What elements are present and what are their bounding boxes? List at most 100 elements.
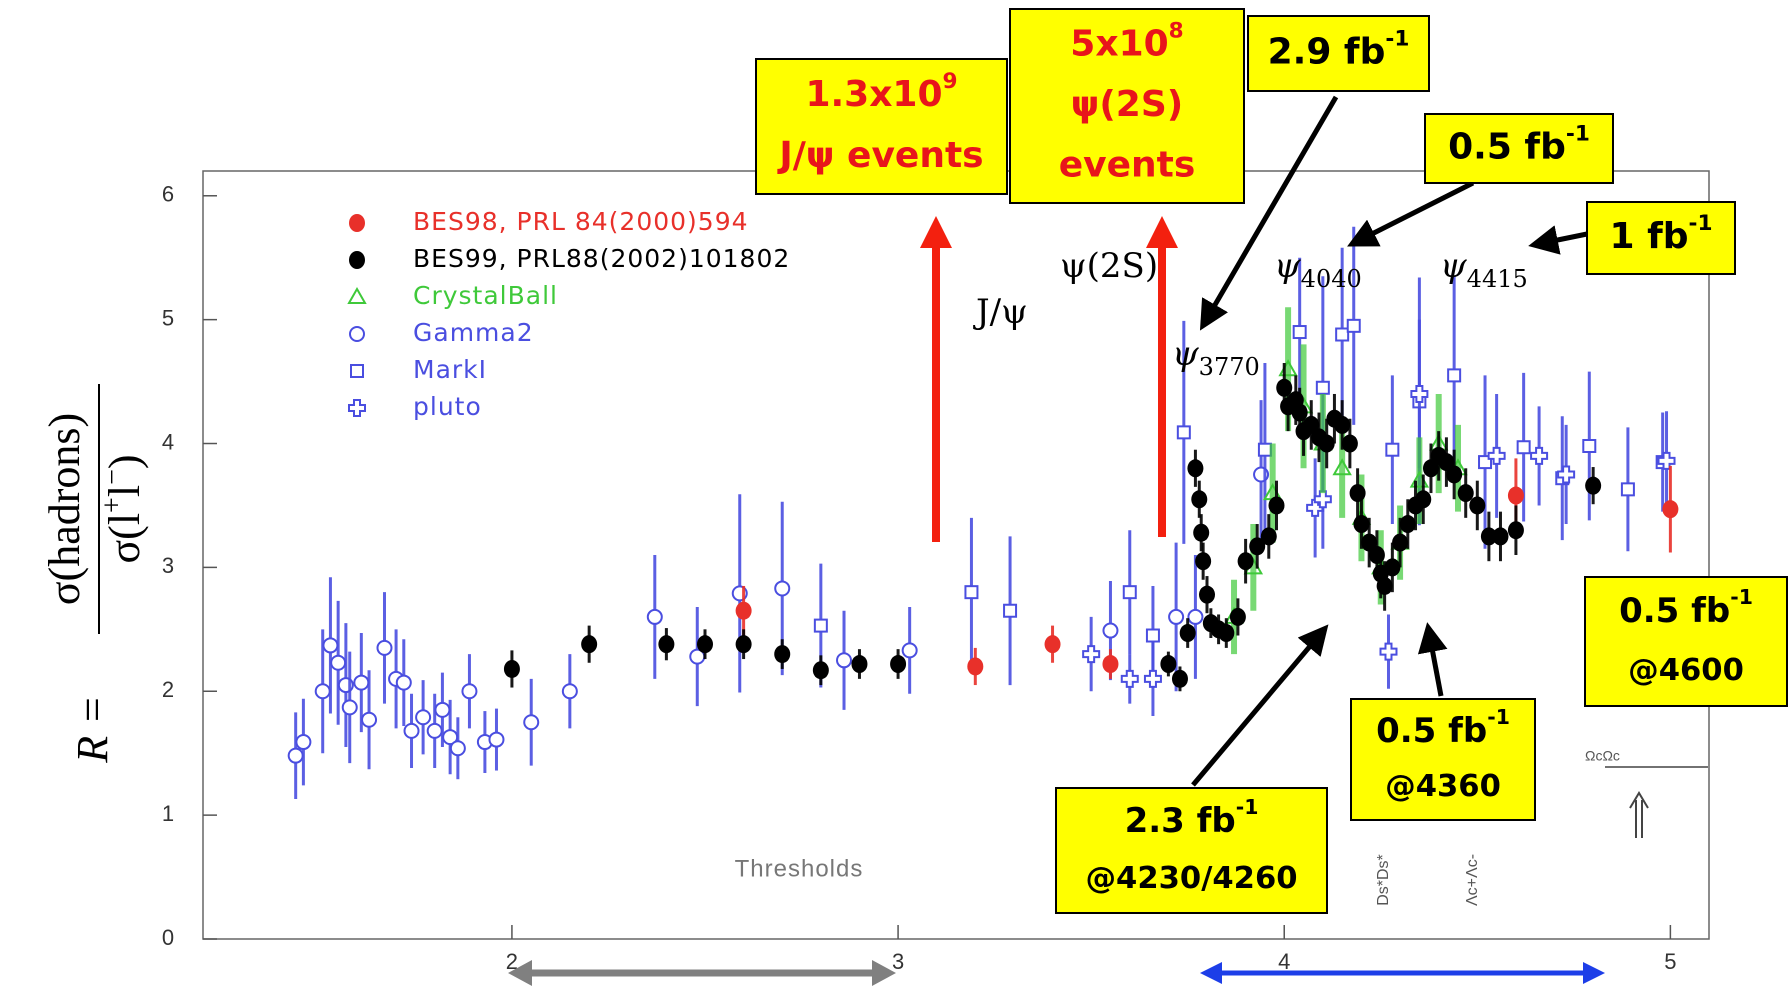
x-tick-label: 5	[1664, 949, 1676, 974]
point	[314, 683, 331, 700]
resonance-name: ψ	[1274, 246, 1301, 286]
annotation-text: J/ψ events	[776, 135, 983, 176]
annotation-text: @4230/4260	[1085, 860, 1297, 895]
point	[1145, 628, 1160, 643]
point	[1399, 515, 1416, 534]
data-layer: 0 1 2 3 4 5 6 2 3 4 5 BES98, PRL 84(2000)594 BES99, …	[162, 182, 1679, 974]
point	[1318, 434, 1335, 453]
point	[1168, 608, 1185, 625]
den-part: σ(l	[100, 513, 149, 564]
point	[1171, 669, 1188, 688]
point	[1368, 546, 1385, 564]
annotation-line: 1 fb	[1609, 216, 1688, 257]
point	[1341, 434, 1358, 453]
resonance-sub: 4415	[1467, 265, 1528, 293]
resonance-sub: 4040	[1301, 265, 1362, 293]
point	[836, 652, 853, 669]
y-tick-label: 6	[162, 182, 174, 207]
legend-marker	[349, 251, 365, 269]
legend-label: pluto	[413, 392, 482, 421]
point	[1507, 521, 1524, 540]
legend-label: BES99, PRL88(2002)101802	[413, 244, 790, 273]
point	[1122, 585, 1137, 600]
point	[1582, 438, 1597, 453]
point	[1662, 500, 1679, 519]
threshold-label: Ds*Ds*	[1375, 854, 1392, 906]
point	[901, 642, 918, 659]
annotation-box	[1584, 576, 1788, 707]
annotation-line: 0.5 fb	[1619, 591, 1730, 631]
annotation-text: @4600	[1628, 652, 1744, 687]
point	[646, 608, 663, 625]
point	[1410, 384, 1429, 403]
point	[395, 674, 412, 691]
point	[1257, 442, 1272, 457]
point	[1291, 403, 1308, 422]
point	[523, 714, 540, 731]
point	[1120, 669, 1139, 688]
point	[1193, 523, 1210, 542]
annotation-text: events	[1059, 145, 1196, 186]
point	[1353, 515, 1370, 534]
resonance-label: ψ3770	[1172, 334, 1260, 381]
point	[1306, 498, 1325, 517]
resonance-label: ψ4415	[1440, 246, 1528, 293]
resonance-name: ψ	[1440, 246, 1467, 286]
point	[353, 674, 370, 691]
y-label-denominator: σ(l+l−)	[97, 454, 149, 563]
pointer-arrow	[1347, 180, 1475, 247]
point	[1082, 645, 1101, 664]
point	[851, 655, 868, 674]
point	[735, 635, 752, 654]
den-part: )	[100, 454, 149, 469]
y-tick-label: 2	[162, 677, 174, 702]
resonance-label: ψ(2S)	[1060, 246, 1158, 286]
point	[1003, 603, 1018, 618]
den-sup: +	[97, 497, 128, 513]
point	[1315, 380, 1330, 395]
point	[774, 580, 791, 597]
point	[1557, 465, 1576, 484]
annotation-box	[1424, 113, 1614, 184]
annotation-text: 0.5 fb-1	[1376, 705, 1510, 751]
annotation-line: 0.5 fb	[1376, 711, 1487, 751]
point	[287, 747, 304, 764]
point	[330, 654, 347, 671]
point	[1313, 490, 1332, 509]
annotation-line: 2.3 fb	[1125, 801, 1236, 841]
threshold-label: ΩcΩc	[1585, 748, 1620, 764]
threshold-label: Λc+Λc-	[1464, 854, 1481, 906]
legend-label: BES98, PRL 84(2000)594	[413, 207, 749, 236]
annotation-sup: -1	[1487, 705, 1510, 729]
point	[461, 683, 478, 700]
point	[890, 655, 907, 674]
annotation-text: 1 fb-1	[1609, 211, 1712, 257]
y-tick-label: 0	[162, 925, 174, 950]
threshold-arrow	[1629, 791, 1649, 838]
x-tick-label: 3	[892, 949, 904, 974]
resonance-name: J/ψ	[973, 292, 1028, 332]
legend-label: MarkI	[413, 355, 487, 384]
annotation-box	[1586, 201, 1736, 275]
point	[503, 659, 520, 678]
point	[1385, 442, 1400, 457]
point	[415, 709, 432, 726]
point	[449, 740, 466, 757]
point	[697, 635, 713, 654]
resonance-name: ψ(2S)	[1060, 246, 1158, 286]
point	[1102, 622, 1119, 639]
point	[813, 618, 828, 633]
point	[581, 635, 598, 654]
pointer-arrow	[1199, 95, 1339, 331]
range-arrows	[508, 960, 1605, 986]
legend-marker	[349, 214, 365, 232]
point	[1249, 537, 1266, 556]
point	[1384, 558, 1401, 577]
point	[376, 639, 393, 656]
point	[488, 731, 505, 748]
legend-marker	[349, 326, 365, 342]
point	[1530, 446, 1549, 465]
point	[1143, 669, 1162, 688]
point	[1044, 635, 1061, 654]
